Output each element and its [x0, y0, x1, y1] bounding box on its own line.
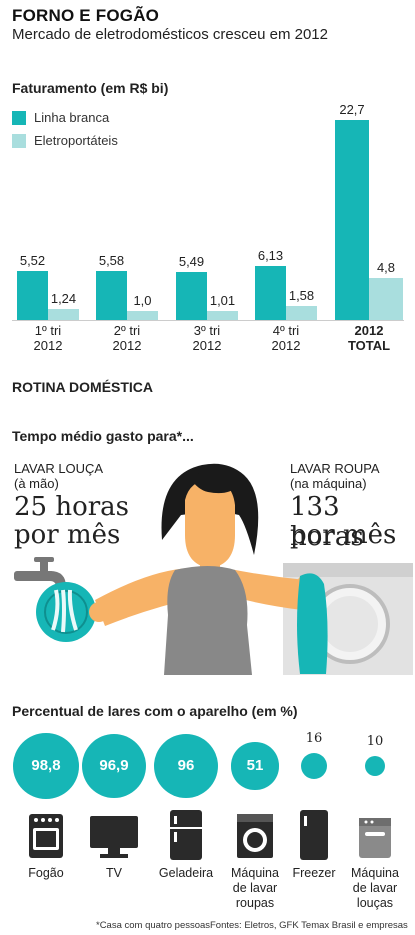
tv-icon	[90, 816, 138, 858]
wash-dishes-hours: 25 horas	[14, 492, 130, 522]
wash-clothes-period: por mês	[290, 520, 397, 550]
appliance-label-line: Freezer	[292, 866, 336, 880]
bar-eletroportateis-0	[48, 309, 79, 320]
category-label: 1º tri 2012	[8, 323, 88, 353]
bar-value-label: 6,13	[257, 248, 284, 263]
legend-swatch-eletroportateis	[12, 134, 26, 148]
category-label-line: 2012	[192, 338, 222, 353]
appliance-label-line: Máquina	[231, 866, 279, 880]
bar-value-label: 1,0	[133, 293, 152, 308]
bar-eletroportateis-2	[207, 311, 238, 320]
ownership-chart-title: Percentual de lares com o aparelho (em %…	[12, 703, 298, 719]
page-title: FORNO E FOGÃO	[12, 6, 160, 25]
bar-value-label: 4,8	[376, 260, 396, 275]
wash-clothes-label: LAVAR ROUPA	[290, 461, 380, 476]
ownership-value-label: 16	[305, 730, 323, 746]
appliance-label-line: Máquina	[351, 866, 399, 880]
appliance-label: Freezer	[274, 866, 354, 881]
appliance-label: Máquina de lavar louças	[335, 866, 415, 911]
bar-value-label: 1,58	[288, 288, 315, 303]
legend-swatch-linha-branca	[12, 111, 26, 125]
category-label: 4º tri 2012	[246, 323, 326, 353]
bar-value-label: 1,24	[50, 291, 77, 306]
category-label-line: 1º tri	[34, 323, 62, 338]
category-label-line: TOTAL	[347, 338, 391, 353]
revenue-bar-chart: 5,52 5,58 5,49 6,13 22,7 1,24 1,0 1,01 1,58 4,8 1º…	[0, 0, 415, 360]
cloth-icon	[297, 573, 328, 674]
category-label: 3º tri 2012	[167, 323, 247, 353]
appliance-label-line: de lavar	[232, 881, 278, 895]
ownership-bubble: 51	[231, 742, 279, 790]
ownership-bubble: 96	[153, 733, 219, 799]
bar-linha-branca-4	[335, 120, 369, 320]
appliance-label-line: roupas	[235, 896, 275, 910]
appliance-label-line: TV	[106, 866, 122, 880]
revenue-chart-title: Faturamento (em R$ bi)	[12, 80, 169, 96]
appliance-label: TV	[74, 866, 154, 881]
bar-eletroportateis-4	[369, 278, 403, 320]
category-label: 2012 TOTAL	[329, 323, 409, 353]
routine-heading: ROTINA DOMÉSTICA	[12, 379, 154, 395]
bar-value-label: 1,01	[209, 293, 236, 308]
dish-and-water-icon	[36, 582, 96, 642]
bar-eletroportateis-3	[286, 306, 317, 320]
ownership-value-label: 10	[366, 733, 384, 749]
page-subtitle: Mercado de eletrodomésticos cresceu em 2…	[12, 26, 328, 43]
ownership-value-label: 96	[177, 757, 195, 775]
bar-eletroportateis-1	[127, 311, 158, 320]
bar-value-label: 5,58	[98, 253, 125, 268]
stove-icon	[29, 814, 63, 858]
appliance-label-line: louças	[356, 896, 394, 910]
ownership-value-label: 98,8	[31, 757, 61, 775]
ownership-bubble: 10	[364, 734, 386, 777]
bar-linha-branca-2	[176, 272, 207, 320]
category-label-line: 2012	[33, 338, 63, 353]
bar-linha-branca-0	[17, 271, 48, 320]
category-label-line: 2º tri	[113, 323, 141, 338]
footer-sources: Fontes: Eletros, GFK Temax Brasil e empr…	[210, 920, 408, 931]
ownership-bubble: 16	[300, 731, 328, 780]
washing-machine-icon	[237, 814, 273, 858]
ownership-value-label: 51	[246, 757, 264, 775]
bar-linha-branca-1	[96, 271, 127, 320]
appliance-label-line: Geladeira	[158, 866, 214, 880]
bar-linha-branca-3	[255, 266, 286, 320]
wash-dishes-period: por mês	[14, 520, 121, 550]
bar-value-label: 22,7	[339, 102, 365, 117]
dishwasher-icon	[359, 818, 391, 858]
appliance-label: Geladeira	[146, 866, 226, 881]
category-label-line: 3º tri	[193, 323, 221, 338]
appliance-label-line: de lavar	[352, 881, 398, 895]
freezer-icon	[300, 810, 328, 860]
appliance-label: Fogão	[6, 866, 86, 881]
appliance-label: Máquina de lavar roupas	[215, 866, 295, 911]
bar-value-label: 5,49	[178, 254, 205, 269]
legend-label-linha-branca: Linha branca	[34, 110, 110, 125]
legend-label-eletroportateis: Eletroportáteis	[34, 133, 118, 148]
ownership-value-label: 96,9	[99, 757, 129, 775]
chart-baseline	[12, 320, 404, 321]
wash-clothes-sublabel: (na máquina)	[290, 476, 367, 491]
fridge-icon	[170, 810, 202, 860]
footer-note: *Casa com quatro pessoas	[96, 920, 211, 931]
appliance-label-line: Fogão	[28, 866, 64, 880]
ownership-bubble: 96,9	[81, 733, 147, 799]
category-label-line: 4º tri	[272, 323, 300, 338]
category-label-line: 2012	[271, 338, 301, 353]
ownership-bubble: 98,8	[13, 733, 79, 799]
wash-clothes-hours: 133 horas	[290, 492, 364, 552]
category-label-line: 2012	[112, 338, 142, 353]
category-label-line: 2012	[354, 323, 384, 338]
wash-dishes-sublabel: (à mão)	[14, 476, 59, 491]
category-label: 2º tri 2012	[87, 323, 167, 353]
routine-question: Tempo médio gasto para*...	[12, 428, 194, 444]
wash-dishes-label: LAVAR LOUÇA	[14, 461, 104, 476]
bar-value-label: 5,52	[19, 253, 46, 268]
